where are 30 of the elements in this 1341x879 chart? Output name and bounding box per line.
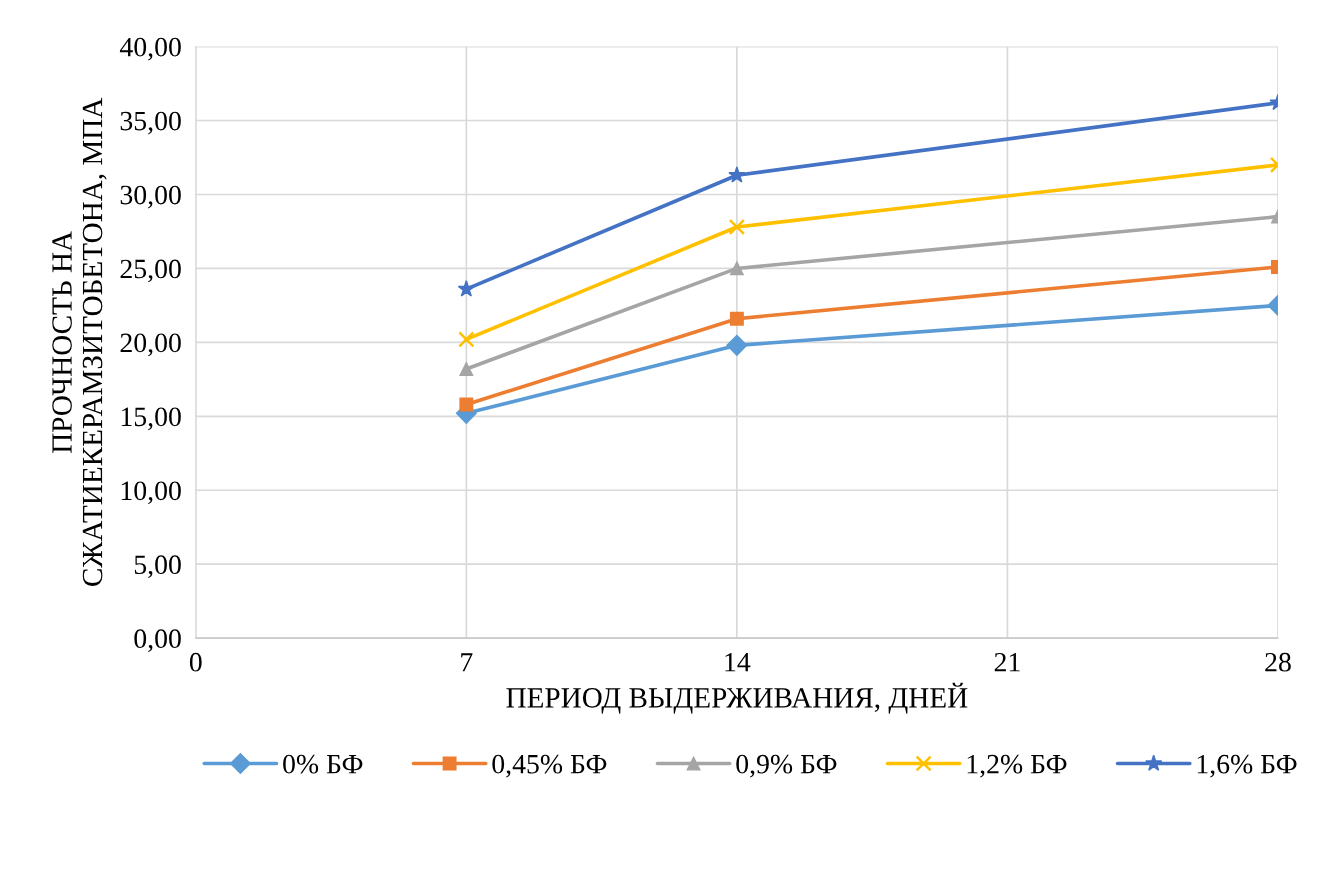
x-tick-label: 7 <box>461 653 473 672</box>
point <box>729 311 744 326</box>
x-tick-label: 21 <box>994 652 1020 672</box>
y-tick-label: 5,00 <box>134 555 181 579</box>
point <box>457 280 475 297</box>
x-tick-label: 28 <box>1265 652 1291 672</box>
x-tick-label: 0 <box>189 652 202 672</box>
legend-label: 0,45% БФ <box>492 754 607 778</box>
x-axis-title: ПЕРИОД ВЫДЕРЖИВАНИЯ, ДНЕЙ <box>506 682 968 714</box>
y-tick-label: 20,00 <box>120 333 181 357</box>
point <box>729 261 744 276</box>
legend-label: 0% БФ <box>283 754 363 774</box>
y-tick-label: 35,00 <box>120 111 181 135</box>
point <box>458 331 475 348</box>
point <box>459 397 474 412</box>
point <box>726 334 748 356</box>
y-axis-title: ПРОЧНОСТЬ НА СЖАТИЕКЕРАМЗИТОБЕТОНА, МПА <box>52 97 107 586</box>
point <box>459 362 474 376</box>
legend-label: 1,2% БФ <box>967 754 1067 778</box>
point <box>728 218 746 236</box>
y-tick-label: 10,00 <box>121 481 181 505</box>
y-tick-label: 40,00 <box>119 37 181 61</box>
point <box>728 166 746 183</box>
x-tick-label: 14 <box>725 652 751 672</box>
y-tick-label: 0,00 <box>134 629 181 653</box>
legend-label: 1,6% БФ <box>1197 754 1297 778</box>
y-tick-label: 15,00 <box>121 407 181 431</box>
y-tick-label: 25,00 <box>120 259 181 283</box>
y-tick-label: 30,00 <box>120 185 181 209</box>
legend-label: 0,9% БФ <box>736 754 837 778</box>
